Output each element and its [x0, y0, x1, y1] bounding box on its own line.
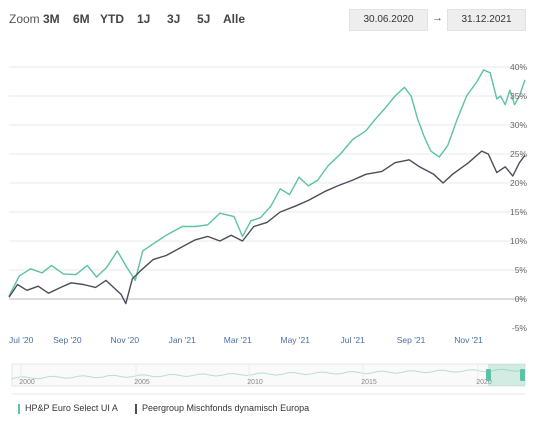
grid-layer [9, 66, 525, 300]
legend-label-peer: Peergroup Mischfonds dynamisch Europa [142, 403, 310, 413]
navigator-handle-right[interactable] [520, 369, 525, 381]
zoom-3j-button[interactable]: 3J [167, 12, 181, 26]
legend-swatch-fund [18, 403, 20, 414]
navigator-year-label: 2000 [19, 379, 35, 386]
y-tick-label: 15% [510, 207, 527, 217]
legend-item-fund[interactable]: HP&P Euro Select UI A [18, 403, 118, 414]
navigator: 2000 2005 2010 2015 2020 [11, 363, 526, 395]
zoom-6m-button[interactable]: 6M [73, 12, 90, 26]
y-tick-label: 0% [515, 294, 528, 304]
x-tick-label: Sep '21 [397, 335, 426, 345]
date-to-input[interactable]: 31.12.2021 [447, 9, 526, 31]
zoom-label: Zoom [9, 12, 40, 26]
x-axis-labels: Jul '20 Sep '20 Nov '20 Jan '21 Mar '21 May '… [9, 335, 483, 345]
x-tick-label: May '21 [280, 335, 310, 345]
y-axis-labels: -5% 0% 5% 10% 15% 20% 25% 30% 35% 40% [510, 62, 527, 333]
series-line-fund [8, 69, 526, 297]
y-tick-label: 30% [510, 120, 527, 130]
legend-label-fund: HP&P Euro Select UI A [25, 403, 118, 413]
x-tick-label: Nov '21 [454, 335, 483, 345]
navigator-series [11, 368, 523, 380]
x-tick-label: Sep '20 [53, 335, 82, 345]
legend-item-peer[interactable]: Peergroup Mischfonds dynamisch Europa [135, 403, 309, 414]
zoom-alle-button[interactable]: Alle [223, 12, 246, 26]
date-range-arrow: → [432, 12, 443, 24]
legend-swatch-peer [135, 403, 137, 414]
zoom-1j-button[interactable]: 1J [137, 12, 151, 26]
range-toolbar: Zoom 3M 6M YTD 1J 3J 5J Alle 30.06.2020 … [0, 0, 540, 40]
navigator-year-label: 2005 [134, 379, 150, 386]
y-tick-label: 5% [515, 265, 528, 275]
navigator-handle-left[interactable] [486, 369, 491, 381]
date-from-input[interactable]: 30.06.2020 [349, 9, 428, 31]
navigator-selection [488, 364, 525, 386]
zoom-3m-button[interactable]: 3M [43, 12, 60, 26]
series-layer [8, 69, 526, 305]
y-tick-label: 40% [510, 62, 527, 72]
y-tick-label: 25% [510, 149, 527, 159]
navigator-year-label: 2010 [247, 379, 263, 386]
series-line-peer [8, 150, 526, 305]
y-tick-label: 20% [510, 178, 527, 188]
y-tick-label: 35% [510, 91, 527, 101]
zoom-ytd-button[interactable]: YTD [100, 12, 124, 26]
x-tick-label: Nov '20 [111, 335, 140, 345]
x-tick-label: Jan '21 [169, 335, 196, 345]
navigator-year-label: 2015 [361, 379, 377, 386]
x-tick-label: Jul '20 [9, 335, 34, 345]
x-tick-label: Mar '21 [224, 335, 252, 345]
navigator-track [11, 363, 526, 387]
y-tick-label: 10% [510, 236, 527, 246]
zoom-5j-button[interactable]: 5J [197, 12, 211, 26]
x-tick-label: Jul '21 [341, 335, 366, 345]
navigator-year-label: 2020 [476, 379, 492, 386]
y-tick-label: -5% [512, 323, 528, 333]
